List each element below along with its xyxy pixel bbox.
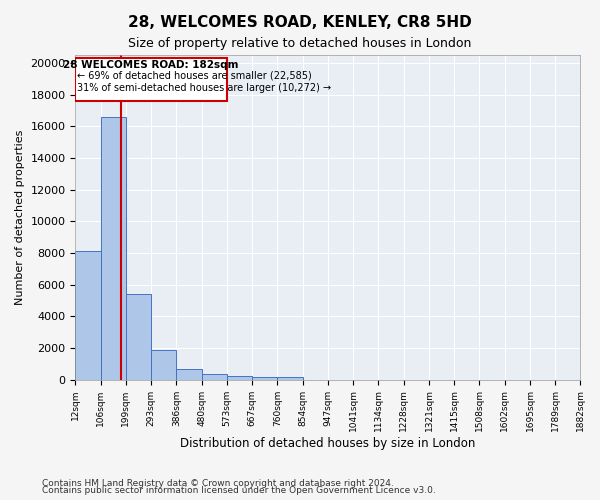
- Bar: [202, 374, 227, 380]
- Text: 28, WELCOMES ROAD, KENLEY, CR8 5HD: 28, WELCOMES ROAD, KENLEY, CR8 5HD: [128, 15, 472, 30]
- Bar: [126, 294, 151, 380]
- Text: Size of property relative to detached houses in London: Size of property relative to detached ho…: [128, 38, 472, 51]
- Bar: [277, 378, 303, 380]
- FancyBboxPatch shape: [76, 58, 227, 101]
- Bar: [227, 376, 253, 380]
- Text: Contains HM Land Registry data © Crown copyright and database right 2024.: Contains HM Land Registry data © Crown c…: [42, 478, 394, 488]
- Bar: [76, 252, 101, 380]
- Bar: [176, 368, 202, 380]
- Bar: [101, 117, 126, 380]
- X-axis label: Distribution of detached houses by size in London: Distribution of detached houses by size …: [180, 437, 476, 450]
- Text: ← 69% of detached houses are smaller (22,585): ← 69% of detached houses are smaller (22…: [77, 70, 311, 81]
- Text: 28 WELCOMES ROAD: 182sqm: 28 WELCOMES ROAD: 182sqm: [64, 60, 239, 70]
- Y-axis label: Number of detached properties: Number of detached properties: [15, 130, 25, 305]
- Bar: [151, 350, 176, 380]
- Bar: [253, 376, 277, 380]
- Text: Contains public sector information licensed under the Open Government Licence v3: Contains public sector information licen…: [42, 486, 436, 495]
- Text: 31% of semi-detached houses are larger (10,272) →: 31% of semi-detached houses are larger (…: [77, 84, 331, 94]
